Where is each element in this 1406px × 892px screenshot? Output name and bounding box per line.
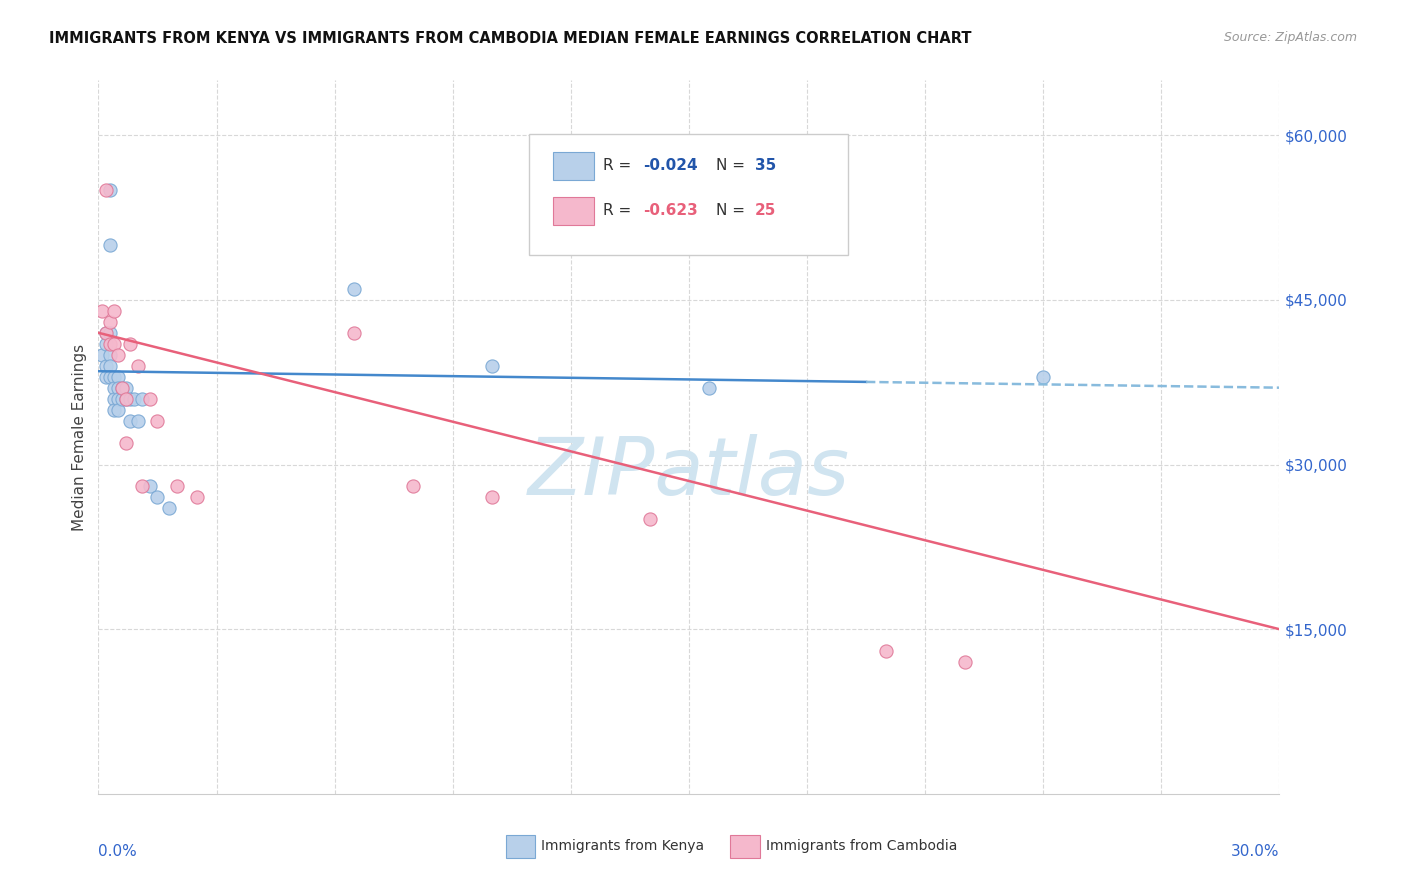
Point: [96, 359, 118, 373]
Point: [146, 414, 169, 428]
Point: [115, 435, 138, 450]
Point: [98, 315, 121, 329]
Bar: [730, 835, 759, 858]
Point: [118, 392, 141, 406]
Bar: [506, 835, 536, 858]
Point: [103, 381, 125, 395]
Point: [875, 644, 897, 658]
Point: [638, 512, 661, 526]
Bar: [553, 196, 595, 225]
Point: [103, 303, 125, 318]
Point: [98, 369, 121, 384]
Point: [115, 392, 138, 406]
Point: [1032, 369, 1054, 384]
Text: ZIPatlas: ZIPatlas: [527, 434, 851, 512]
Point: [96, 336, 118, 351]
Point: [166, 479, 188, 493]
Text: -0.623: -0.623: [643, 202, 697, 218]
Text: Immigrants from Kenya: Immigrants from Kenya: [541, 839, 704, 853]
Text: N =: N =: [716, 158, 749, 173]
Point: [122, 392, 145, 406]
Point: [103, 392, 125, 406]
Point: [107, 381, 129, 395]
Text: 0.0%: 0.0%: [98, 844, 138, 859]
Point: [107, 348, 129, 362]
Point: [697, 381, 720, 395]
Point: [111, 381, 134, 395]
Point: [91, 303, 114, 318]
Text: Source: ZipAtlas.com: Source: ZipAtlas.com: [1223, 31, 1357, 45]
Point: [118, 414, 141, 428]
Point: [953, 655, 976, 669]
Bar: [553, 152, 595, 180]
Point: [98, 238, 121, 252]
Point: [98, 359, 121, 373]
Point: [146, 491, 169, 505]
Point: [96, 326, 118, 340]
Point: [103, 369, 125, 384]
Y-axis label: Median Female Earnings: Median Female Earnings: [72, 343, 87, 531]
Point: [98, 348, 121, 362]
Point: [103, 402, 125, 417]
Point: [115, 392, 138, 406]
Point: [402, 479, 425, 493]
Point: [115, 381, 138, 395]
Text: 25: 25: [755, 202, 776, 218]
Point: [127, 359, 149, 373]
Point: [111, 392, 134, 406]
Point: [186, 491, 208, 505]
Point: [103, 336, 125, 351]
Point: [131, 479, 153, 493]
Point: [157, 501, 180, 516]
Point: [481, 359, 503, 373]
Point: [111, 381, 134, 395]
Point: [98, 183, 121, 197]
Point: [91, 348, 114, 362]
Point: [343, 326, 366, 340]
Text: R =: R =: [603, 158, 636, 173]
Point: [343, 282, 366, 296]
Point: [138, 479, 160, 493]
Point: [107, 402, 129, 417]
Point: [118, 336, 141, 351]
Text: 30.0%: 30.0%: [1232, 844, 1279, 859]
Point: [107, 369, 129, 384]
Point: [127, 414, 149, 428]
Text: IMMIGRANTS FROM KENYA VS IMMIGRANTS FROM CAMBODIA MEDIAN FEMALE EARNINGS CORRELA: IMMIGRANTS FROM KENYA VS IMMIGRANTS FROM…: [49, 31, 972, 46]
Point: [138, 392, 160, 406]
Point: [96, 183, 118, 197]
Point: [107, 392, 129, 406]
Text: R =: R =: [603, 202, 636, 218]
Point: [96, 369, 118, 384]
Text: N =: N =: [716, 202, 749, 218]
Point: [96, 326, 118, 340]
Point: [131, 392, 153, 406]
Point: [98, 326, 121, 340]
Text: Immigrants from Cambodia: Immigrants from Cambodia: [766, 839, 957, 853]
Text: -0.024: -0.024: [643, 158, 697, 173]
FancyBboxPatch shape: [530, 134, 848, 255]
Text: 35: 35: [755, 158, 776, 173]
Point: [481, 491, 503, 505]
Point: [98, 336, 121, 351]
